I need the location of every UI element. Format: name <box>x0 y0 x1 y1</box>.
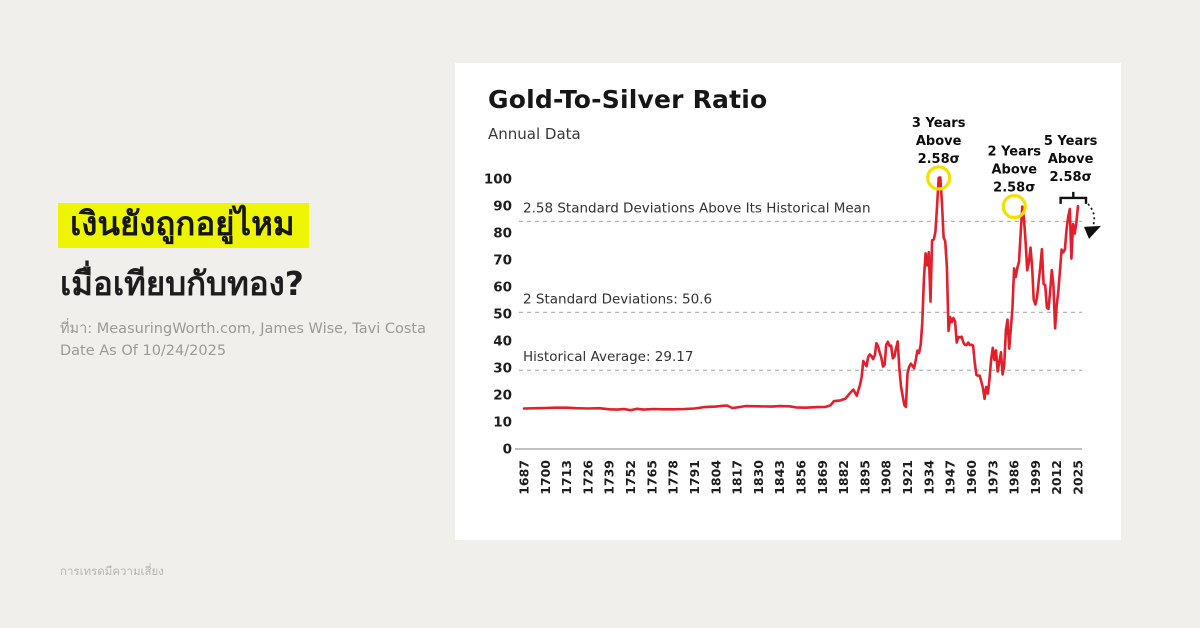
source-line2: Date As Of 10/24/2025 <box>60 343 227 360</box>
y-tick-label: 20 <box>493 388 512 404</box>
x-tick-label: 1765 <box>644 460 659 495</box>
disclaimer-text: การเทรดมีความเสี่ยง <box>60 564 164 578</box>
y-tick-label: 0 <box>503 442 512 458</box>
annotation-text: 2.58σ <box>918 152 960 167</box>
reference-line-label: 2 Standard Deviations: 50.6 <box>523 291 712 307</box>
chart-subtitle: Annual Data <box>488 125 581 143</box>
reference-line-label: Historical Average: 29.17 <box>523 349 693 365</box>
x-tick-label: 2025 <box>1071 460 1086 495</box>
annotation-text: 3 Years <box>912 116 966 131</box>
annotation-text: Above <box>1048 152 1094 167</box>
x-tick-label: 1817 <box>730 460 745 495</box>
annotation-text: 2.58σ <box>1050 170 1092 185</box>
x-tick-label: 1778 <box>666 460 681 495</box>
x-tick-label: 1999 <box>1028 460 1043 495</box>
x-tick-label: 1700 <box>538 460 553 495</box>
x-tick-label: 1726 <box>580 460 595 495</box>
gold-silver-ratio-chart: 0 10 20 30 40 50 60 70 80 90 100 1687 1700 1713 1726 17… <box>484 116 1101 495</box>
x-tick-label: 1804 <box>708 460 723 495</box>
annotation-text: 2 Years <box>988 145 1042 160</box>
x-tick-label: 1947 <box>943 460 958 495</box>
x-tick-label: 1960 <box>964 460 979 495</box>
x-tick-label: 1934 <box>921 460 936 495</box>
x-tick-label: 1986 <box>1007 460 1022 495</box>
down-arrow-head <box>1084 225 1101 239</box>
y-tick-label: 100 <box>484 172 512 188</box>
peak-marker-circle <box>1001 193 1027 220</box>
x-tick-label: 1752 <box>623 460 638 495</box>
x-tick-label: 1687 <box>517 460 532 495</box>
x-tick-label: 1921 <box>900 460 915 495</box>
x-tick-label: 1856 <box>794 460 809 495</box>
y-tick-label: 90 <box>493 199 512 215</box>
x-tick-label: 1791 <box>687 460 702 495</box>
headline: เงินยังถูกอยู่ไหม เมื่อเทียบกับทอง? <box>58 203 478 310</box>
headline-line2: เมื่อเทียบกับทอง? <box>60 264 304 304</box>
x-tick-label: 1739 <box>602 460 617 495</box>
annotation-text: Above <box>991 163 1037 178</box>
y-tick-label: 70 <box>493 253 512 269</box>
range-bracket <box>1059 191 1088 204</box>
x-tick-label: 1830 <box>751 460 766 495</box>
y-tick-label: 80 <box>493 226 512 242</box>
x-tick-label: 1713 <box>559 460 574 495</box>
x-tick-label: 1869 <box>815 460 830 495</box>
dotted-arrow-shaft <box>1087 203 1096 227</box>
chart-title: Gold-To-Silver Ratio <box>488 85 768 114</box>
x-tick-label: 1895 <box>857 460 872 495</box>
y-tick-label: 10 <box>493 415 512 431</box>
reference-line-label: 2.58 Standard Deviations Above Its Histo… <box>523 200 871 216</box>
y-tick-label: 60 <box>493 280 512 296</box>
annotation-text: 5 Years <box>1044 134 1098 149</box>
x-tick-label: 1908 <box>879 460 894 495</box>
x-tick-label: 1843 <box>772 460 787 495</box>
chart-card: Gold-To-Silver Ratio Annual Data 0 10 20 30… <box>455 63 1121 540</box>
x-tick-label: 2012 <box>1049 460 1064 495</box>
annotation-text: Above <box>916 134 962 149</box>
ratio-line <box>522 176 1080 412</box>
headline-line1-highlighted: เงินยังถูกอยู่ไหม <box>58 203 309 249</box>
x-tick-label: 1973 <box>985 460 1000 495</box>
peak-marker-circle <box>926 165 952 191</box>
source-credit: ที่มา: MeasuringWorth.com, James Wise, T… <box>60 318 480 363</box>
y-tick-label: 40 <box>493 334 512 350</box>
annotation-text: 2.58σ <box>993 181 1035 196</box>
source-line1: ที่มา: MeasuringWorth.com, James Wise, T… <box>60 321 426 337</box>
x-tick-label: 1882 <box>836 460 851 495</box>
y-tick-label: 50 <box>493 307 512 323</box>
y-tick-label: 30 <box>493 361 512 377</box>
